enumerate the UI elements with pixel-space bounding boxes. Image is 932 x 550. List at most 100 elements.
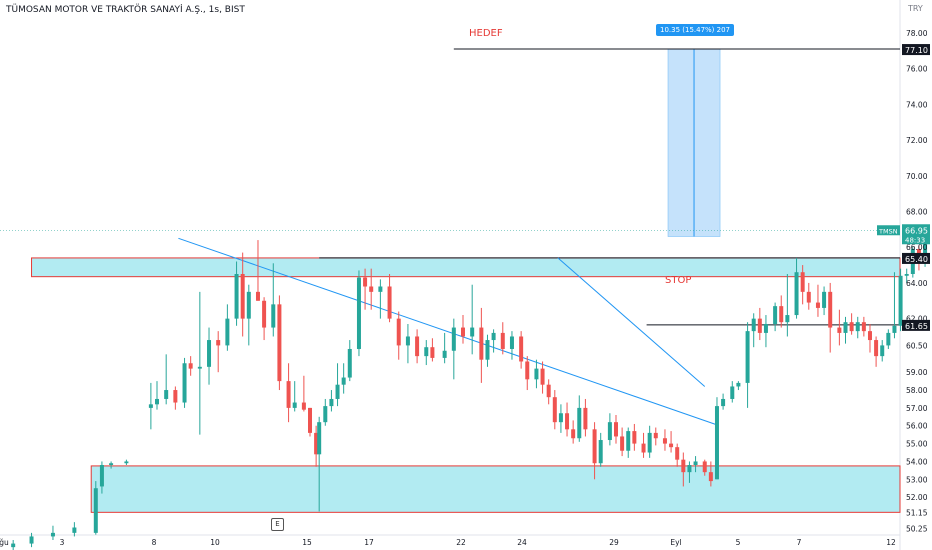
candle-body [292, 402, 297, 408]
candle-body [714, 406, 719, 480]
candle-body [93, 488, 98, 533]
candle-body [525, 361, 530, 380]
x-tick-label: Eyl [670, 538, 681, 547]
y-tick-label: 72.00 [906, 136, 928, 145]
candle-body [341, 377, 346, 385]
y-tick-label: 53.00 [906, 475, 928, 484]
candle-body [461, 327, 465, 337]
price-level-badge [902, 319, 930, 331]
candle-body [396, 318, 401, 346]
candle-body [849, 322, 854, 332]
candle-body [598, 440, 603, 464]
x-tick-label: 5 [736, 538, 741, 547]
candle-body [509, 336, 514, 349]
candle-body [757, 318, 762, 333]
candle-body [708, 472, 713, 482]
x-tick-label: 3 [60, 538, 65, 547]
price-level-badge [902, 44, 930, 56]
trendline-1 [178, 237, 718, 426]
candle-body [779, 306, 784, 323]
current-price-badge [902, 224, 930, 245]
candle-body [216, 340, 221, 346]
y-tick-label: 52.00 [906, 493, 928, 502]
candle-body [861, 322, 866, 332]
candle-body [451, 327, 456, 351]
candle-body [632, 431, 637, 444]
candle-body [240, 274, 245, 319]
candle-body [892, 325, 897, 333]
candle-body [675, 447, 680, 460]
candle-body [681, 459, 686, 473]
candle-body [763, 323, 768, 333]
zone-support [90, 465, 901, 513]
candle-body [109, 463, 114, 466]
candle-body [164, 390, 169, 399]
candle-body [378, 286, 383, 292]
candle-body [225, 318, 230, 346]
symbol-badge [877, 225, 900, 236]
candle-body [277, 304, 282, 382]
x-tick-label: 15 [302, 538, 312, 547]
candle-body [317, 422, 322, 455]
stop-label: STOP [665, 275, 692, 286]
y-tick-label: 54.00 [906, 457, 928, 466]
candle-body [540, 368, 545, 385]
x-tick-label: 8 [152, 538, 157, 547]
trendline-2 [557, 257, 706, 387]
candle-body [308, 407, 312, 433]
candle-body [794, 272, 799, 316]
candle-body [800, 272, 805, 292]
symbol-badge-text: TMSN [878, 227, 898, 235]
candle-body [904, 274, 909, 276]
x-tick-label: 22 [456, 538, 466, 547]
candle-body [124, 461, 129, 464]
candle-body [369, 286, 374, 292]
candle-body [806, 291, 811, 303]
candle-body [874, 340, 879, 357]
candle-body [626, 431, 631, 451]
price-level-label: 77.10 [905, 46, 928, 55]
candle-body [730, 386, 735, 399]
candle-body [571, 429, 576, 439]
candle-body [363, 277, 368, 287]
candle-body [843, 322, 848, 333]
y-tick-label: 57.00 [906, 404, 928, 413]
candle-body [405, 336, 410, 346]
candle-body [607, 422, 612, 441]
y-tick-label: 74.00 [906, 100, 928, 109]
current-price-label: 66.95 [905, 226, 928, 235]
candle-body [855, 322, 860, 332]
candle-body [29, 536, 34, 544]
candle-body [702, 461, 707, 473]
candle-body [751, 318, 756, 332]
y-tick-label: 51.15 [906, 508, 928, 517]
candle-body [653, 432, 658, 439]
x-tick-label: ğu [0, 538, 9, 547]
candle-body [620, 436, 625, 451]
x-tick-label: 10 [210, 538, 220, 547]
currency-label: TRY [907, 4, 923, 13]
candle-body [565, 413, 570, 430]
candle-body [880, 345, 885, 357]
candle-body [534, 368, 539, 380]
candle-body [867, 331, 872, 341]
x-tick-label: 12 [886, 538, 896, 547]
earnings-marker[interactable]: E [271, 518, 284, 531]
candle-body [558, 413, 563, 423]
candle-body [485, 340, 490, 360]
candle-body [148, 404, 153, 408]
candle-body [785, 315, 790, 323]
candle-body [11, 543, 16, 548]
candle-body [234, 274, 239, 319]
candle-body [886, 332, 891, 346]
candle-body [837, 327, 842, 333]
candle-body [687, 465, 692, 473]
candle-body [356, 277, 361, 349]
x-tick-label: 7 [797, 538, 802, 547]
candle-body [442, 350, 447, 358]
y-tick-label: 64.00 [906, 279, 928, 288]
candle-body [583, 407, 588, 430]
candle-body [387, 286, 392, 319]
